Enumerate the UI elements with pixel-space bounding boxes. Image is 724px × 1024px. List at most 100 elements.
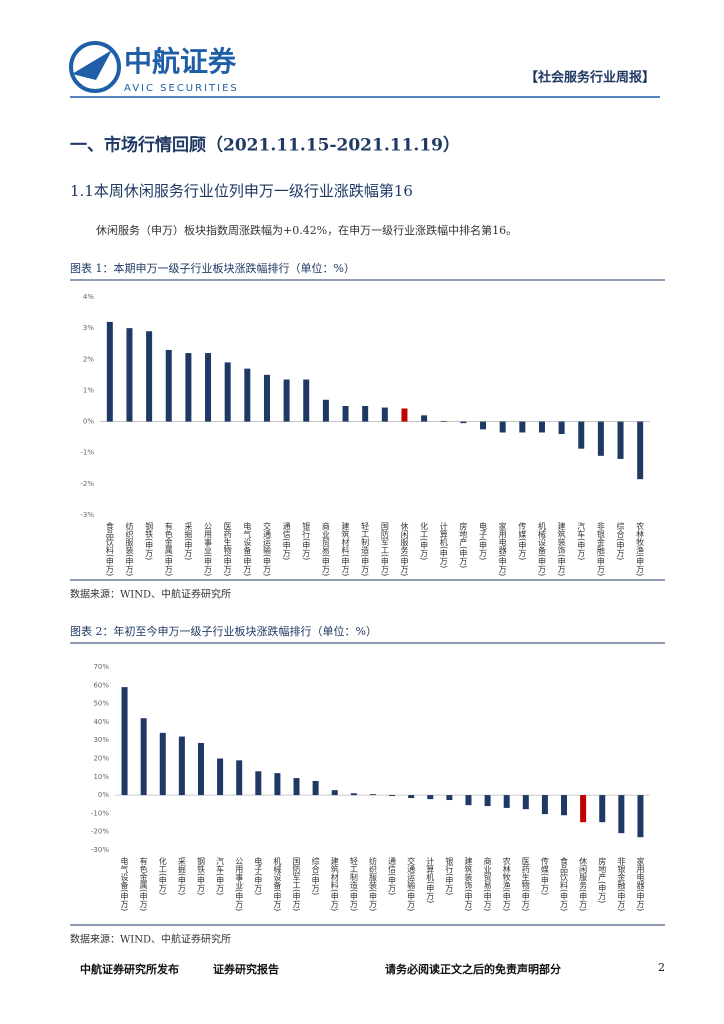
bar xyxy=(303,379,310,422)
bar xyxy=(460,421,467,424)
footer-right: 请务必阅读正文之后的免责声明部分 xyxy=(385,962,561,976)
x-tick-label: 家用电器(申万) xyxy=(498,521,507,576)
bar xyxy=(381,407,388,422)
bar xyxy=(224,362,231,422)
y-tick-label: -2% xyxy=(80,480,94,488)
bar xyxy=(389,795,396,797)
bar xyxy=(350,793,357,796)
y-tick-label: 4% xyxy=(83,293,94,301)
x-tick-label: 银行(申万) xyxy=(302,521,311,560)
logo-ring xyxy=(69,41,121,93)
x-tick-label: 汽车(申万) xyxy=(216,856,225,895)
bar xyxy=(217,758,224,796)
x-tick-label: 家用电器(申万) xyxy=(636,856,645,911)
x-tick-label: 钢铁(申万) xyxy=(145,521,154,560)
bar xyxy=(519,421,526,433)
bar xyxy=(538,421,545,433)
x-tick-label: 医药生物(申万) xyxy=(521,857,530,911)
bar xyxy=(522,795,529,810)
x-tick-label: 休闲服务(申万) xyxy=(400,521,409,576)
x-tick-label: 非银金融(申万) xyxy=(617,856,626,911)
x-tick-label: 电气设备(申万) xyxy=(120,856,129,911)
x-tick-label: 食品饮料(申万) xyxy=(560,856,569,911)
x-tick-label: 机械设备(申万) xyxy=(273,856,282,911)
x-tick-label: 交通运输(申万) xyxy=(407,856,416,911)
x-tick-label: 有色金属(申万) xyxy=(139,856,148,911)
y-tick-label: -3% xyxy=(80,511,94,519)
y-tick-label: 2% xyxy=(83,355,94,363)
bar xyxy=(197,742,204,796)
bar xyxy=(322,399,329,422)
footer-left: 中航证券研究所发布 xyxy=(80,962,179,976)
x-tick-label: 商业贸易(申万) xyxy=(321,521,330,576)
bar xyxy=(205,353,212,422)
bar xyxy=(465,795,472,806)
bar xyxy=(146,331,153,422)
bar xyxy=(401,408,408,422)
y-tick-label: -10% xyxy=(91,809,109,817)
footer-middle: 证券研究报告 xyxy=(213,962,279,976)
bar xyxy=(293,778,300,796)
x-tick-label: 国防军工(申万) xyxy=(380,522,389,576)
y-tick-label: 0% xyxy=(83,418,94,426)
figure-source: 数据来源：WIND、中航证券研究所 xyxy=(70,933,231,946)
bar xyxy=(617,421,624,459)
x-tick-label: 汽车(申万) xyxy=(577,521,586,560)
x-tick-label: 休闲服务(申万) xyxy=(579,856,588,911)
bar xyxy=(440,420,447,422)
bar xyxy=(558,421,565,435)
bar xyxy=(637,795,644,838)
logo-plane xyxy=(72,50,112,80)
x-tick-label: 计算机(申万) xyxy=(439,521,448,568)
bar xyxy=(480,421,487,430)
bar xyxy=(342,406,349,422)
y-tick-label: 10% xyxy=(93,773,109,781)
report-type: 【社会服务行业周报】 xyxy=(525,70,655,86)
x-tick-label: 通信(申万) xyxy=(388,856,397,895)
x-tick-label: 计算机(申万) xyxy=(426,856,435,903)
bar xyxy=(244,368,251,422)
x-tick-label: 建筑装饰(申万) xyxy=(464,856,473,911)
bar xyxy=(561,795,568,816)
x-tick-label: 电子(申万) xyxy=(479,521,488,560)
bar xyxy=(580,795,587,823)
bar xyxy=(427,795,434,800)
bar xyxy=(597,421,604,456)
x-tick-label: 非银金融(申万) xyxy=(596,521,605,576)
x-tick-label: 医药生物(申万) xyxy=(223,522,232,576)
y-tick-label: 0% xyxy=(98,791,109,799)
y-tick-label: 30% xyxy=(93,736,109,744)
x-tick-label: 交通运输(申万) xyxy=(262,521,271,576)
x-tick-label: 农林牧渔(申万) xyxy=(636,521,645,576)
x-tick-label: 房地产(申万) xyxy=(598,856,607,903)
y-tick-label: 50% xyxy=(93,700,109,708)
bar xyxy=(106,321,113,422)
bar xyxy=(599,795,606,823)
bar xyxy=(255,771,262,796)
bar xyxy=(283,379,290,422)
bar xyxy=(185,353,192,422)
x-tick-label: 商业贸易(申万) xyxy=(483,856,492,911)
x-tick-label: 钢铁(申万) xyxy=(196,856,205,895)
bar xyxy=(140,718,147,796)
x-tick-label: 化工(申万) xyxy=(158,856,167,895)
bar xyxy=(369,794,376,796)
y-tick-label: -30% xyxy=(91,846,109,854)
figure-caption: 图表 2：年初至今申万一级子行业板块涨跌幅排行（单位：%） xyxy=(70,624,377,638)
bar xyxy=(178,736,185,796)
y-tick-label: 70% xyxy=(93,663,109,671)
x-tick-label: 建筑材料(申万) xyxy=(341,521,350,576)
y-tick-label: 20% xyxy=(93,755,109,763)
bar xyxy=(263,374,270,422)
section-title: 一、市场行情回顾（2021.11.15-2021.11.19） xyxy=(70,135,460,156)
x-tick-label: 公用事业(申万) xyxy=(235,857,244,911)
page-number: 2 xyxy=(658,961,665,974)
x-tick-label: 采掘(申万) xyxy=(184,521,193,560)
x-tick-label: 农林牧渔(申万) xyxy=(502,856,511,911)
x-tick-label: 有色金属(申万) xyxy=(164,521,173,576)
x-tick-label: 建筑材料(申万) xyxy=(330,856,339,911)
bar xyxy=(408,795,415,799)
bar xyxy=(446,795,453,801)
